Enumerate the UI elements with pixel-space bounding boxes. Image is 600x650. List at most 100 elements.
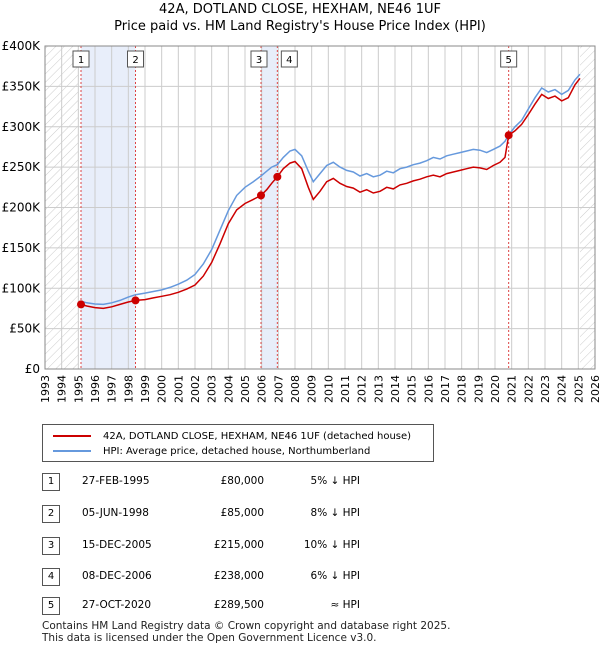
sale-date: 08-DEC-2006 [82, 570, 152, 582]
x-tick-label: 1994 [56, 375, 69, 403]
sale-point [504, 131, 513, 140]
chart-title: 42A, DOTLAND CLOSE, HEXHAM, NE46 1UF [159, 2, 441, 17]
table-row: 5 27-OCT-2020 £289,500 ≈ HPI [42, 597, 382, 615]
x-tick-label: 1996 [89, 375, 102, 403]
y-tick-label: £400K [2, 39, 42, 53]
chart-title-block: 42A, DOTLAND CLOSE, HEXHAM, NE46 1UF Pri… [0, 1, 600, 35]
sale-label-text: 5 [505, 55, 511, 66]
sale-price: £289,500 [213, 599, 264, 611]
y-tick-label: £0 [25, 362, 40, 376]
sale-label-text: 1 [78, 55, 84, 66]
sale-number-badge: 4 [42, 568, 60, 586]
x-tick-label: 2014 [389, 375, 402, 403]
x-tick-label: 2002 [189, 375, 202, 403]
sale-label-box [250, 50, 268, 68]
x-tick-label: 2009 [306, 375, 319, 403]
footer-copyright: Contains HM Land Registry data © Crown c… [42, 620, 451, 632]
y-tick-label: £100K [2, 281, 42, 295]
sale-hpi-delta: 8% ↓ HPI [310, 507, 360, 519]
x-tick-label: 2026 [589, 375, 600, 403]
sale-date: 27-OCT-2020 [82, 599, 151, 611]
x-tick-label: 2007 [272, 375, 285, 403]
sale-point [77, 300, 85, 309]
series-lines [80, 73, 581, 310]
legend: 42A, DOTLAND CLOSE, HEXHAM, NE46 1UF (de… [42, 424, 434, 462]
x-tick-label: 2020 [489, 375, 502, 403]
price-chart: 1 2 3 4 5 £0 £50K £100K £150K £200K £250K £300K £35… [2, 39, 600, 403]
sale-label-box [127, 50, 144, 68]
x-tick-label: 2006 [256, 375, 269, 403]
x-tick-label: 2001 [172, 375, 185, 403]
sale-label-text: 3 [256, 55, 262, 66]
x-tick-label: 2005 [239, 375, 252, 403]
x-tick-label: 2015 [406, 375, 419, 403]
legend-label-hpi: HPI: Average price, detached house, Nort… [103, 445, 371, 457]
sale-price: £80,000 [220, 475, 264, 487]
footer-licence: This data is licensed under the Open Gov… [42, 632, 377, 644]
x-tick-label: 2012 [356, 375, 369, 403]
sale-label-box [72, 50, 90, 68]
x-tick-label: 2022 [522, 375, 535, 403]
legend-label-price-paid: 42A, DOTLAND CLOSE, HEXHAM, NE46 1UF (de… [103, 430, 412, 442]
y-tick-label: £350K [2, 79, 42, 93]
x-tick-label: 2021 [506, 375, 519, 403]
sale-number-badge: 2 [42, 505, 60, 523]
x-tick-label: 2023 [539, 375, 552, 403]
table-row: 4 08-DEC-2006 £238,000 6% ↓ HPI [42, 568, 382, 586]
sale-points [77, 131, 513, 309]
footer: Contains HM Land Registry data © Crown c… [42, 620, 450, 644]
sale-labels: 1 2 3 4 5 [72, 50, 518, 68]
x-tick-label: 1995 [72, 375, 85, 403]
hpi-line [80, 73, 581, 306]
x-tick-label: 2018 [456, 375, 469, 403]
x-tick-label: 2003 [206, 375, 219, 403]
plot-border [44, 45, 596, 370]
price-paid-line [80, 77, 581, 310]
x-tick-label: 2011 [339, 375, 352, 403]
sale-price: £215,000 [213, 539, 264, 551]
x-tick-label: 2016 [422, 375, 435, 403]
sale-number-badge: 3 [42, 537, 60, 555]
sale-hpi-delta: 10% ↓ HPI [303, 539, 360, 551]
x-tick-label: 1997 [106, 375, 119, 403]
table-row: 3 15-DEC-2005 £215,000 10% ↓ HPI [42, 537, 382, 555]
x-tick-label: 1999 [139, 375, 152, 403]
sale-number-badge: 5 [42, 597, 60, 615]
legend-swatch-hpi [53, 450, 91, 452]
axes: £0 £50K £100K £150K £200K £250K £300K £350K £400… [2, 39, 600, 403]
sale-date: 05-JUN-1998 [82, 507, 149, 519]
x-tick-label: 2000 [156, 375, 169, 403]
x-tick-label: 2017 [439, 375, 452, 403]
x-tick-label: 2024 [556, 375, 569, 403]
legend-item-price-paid: 42A, DOTLAND CLOSE, HEXHAM, NE46 1UF (de… [53, 429, 411, 443]
x-tick-label: 2004 [222, 375, 235, 403]
x-tick-label: 2008 [289, 375, 302, 403]
sale-hpi-delta: 6% ↓ HPI [310, 570, 360, 582]
x-tick-label: 2019 [472, 375, 485, 403]
x-tick-label: 2013 [372, 375, 385, 403]
y-tick-label: £250K [2, 160, 42, 174]
y-tick-label: £300K [2, 120, 42, 134]
sale-point [131, 296, 140, 305]
sale-hpi-delta: ≈ HPI [330, 599, 360, 611]
y-tick-label: £150K [2, 241, 42, 255]
x-tick-label: 1993 [39, 375, 52, 403]
sale-date: 15-DEC-2005 [82, 539, 152, 551]
table-row: 1 27-FEB-1995 £80,000 5% ↓ HPI [42, 473, 382, 491]
sale-price: £85,000 [220, 507, 264, 519]
y-tick-label: £50K [9, 322, 41, 336]
legend-swatch-price-paid [53, 435, 91, 437]
x-tick-label: 2025 [572, 375, 585, 403]
legend-item-hpi: HPI: Average price, detached house, Nort… [53, 444, 370, 458]
sale-point [273, 172, 282, 181]
x-tick-label: 1998 [122, 375, 135, 403]
table-row: 2 05-JUN-1998 £85,000 8% ↓ HPI [42, 505, 382, 523]
sale-number-badge: 1 [42, 473, 60, 491]
sale-label-text: 4 [286, 55, 292, 66]
sale-label-box [500, 50, 518, 68]
sale-hpi-delta: 5% ↓ HPI [310, 475, 360, 487]
sale-point [257, 191, 265, 200]
sale-price: £238,000 [213, 570, 264, 582]
sale-label-box [280, 50, 298, 68]
x-tick-label: 2010 [322, 375, 335, 403]
